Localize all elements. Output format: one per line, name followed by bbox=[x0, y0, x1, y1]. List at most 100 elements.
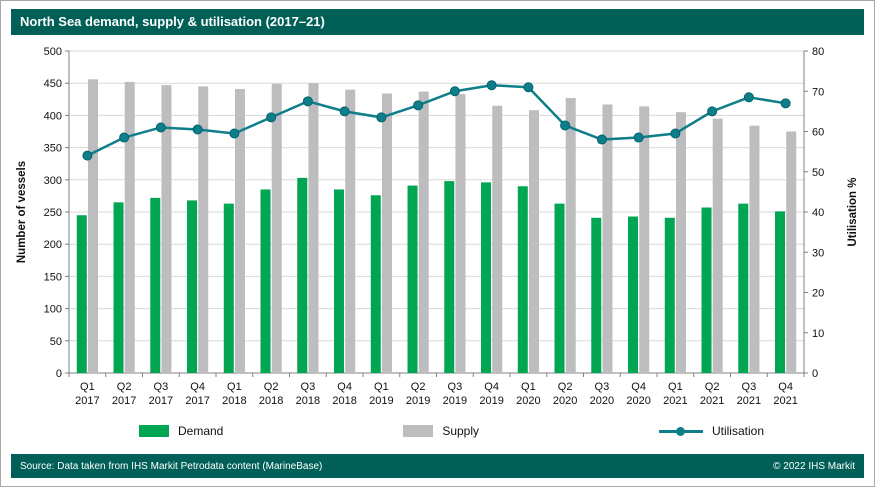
x-axis-label-quarter: Q2 bbox=[558, 381, 573, 393]
demand-bar bbox=[260, 189, 271, 373]
left-axis-title: Number of vessels bbox=[16, 161, 28, 263]
utilisation-marker bbox=[339, 106, 350, 117]
right-axis-title: Utilisation % bbox=[847, 177, 859, 246]
demand-bar bbox=[664, 217, 675, 373]
demand-bar bbox=[297, 177, 308, 373]
demand-bar bbox=[113, 202, 124, 373]
utilisation-marker bbox=[596, 134, 607, 145]
x-axis-label-year: 2018 bbox=[332, 395, 356, 407]
demand-bar bbox=[628, 216, 639, 373]
demand-bar bbox=[444, 181, 455, 373]
x-axis-label-quarter: Q3 bbox=[742, 381, 757, 393]
supply-bar bbox=[271, 83, 282, 374]
legend-label-utilisation: Utilisation bbox=[711, 424, 764, 438]
supply-bar bbox=[492, 105, 503, 374]
legend-item-demand: Demand bbox=[139, 424, 223, 438]
right-axis-tick-label: 0 bbox=[812, 368, 818, 380]
x-axis-label-quarter: Q3 bbox=[301, 381, 316, 393]
source-note: Source: Data taken from IHS Markit Petro… bbox=[20, 460, 323, 472]
footer-bar: Source: Data taken from IHS Markit Petro… bbox=[11, 454, 864, 478]
supply-bar bbox=[602, 104, 613, 373]
x-axis-label-quarter: Q2 bbox=[264, 381, 279, 393]
utilisation-marker bbox=[560, 120, 571, 131]
supply-bar bbox=[198, 86, 209, 374]
x-axis-label-year: 2021 bbox=[773, 395, 797, 407]
x-axis-label-year: 2021 bbox=[663, 395, 687, 407]
utilisation-marker bbox=[82, 150, 93, 161]
utilisation-marker bbox=[670, 128, 681, 139]
supply-bar bbox=[749, 125, 760, 373]
x-axis-label-quarter: Q2 bbox=[411, 381, 426, 393]
left-axis-tick-label: 200 bbox=[44, 239, 62, 251]
left-axis-tick-label: 100 bbox=[44, 304, 62, 316]
supply-bar bbox=[786, 131, 797, 373]
demand-bar bbox=[591, 217, 602, 373]
left-axis-tick-label: 150 bbox=[44, 271, 62, 283]
right-axis-tick-label: 30 bbox=[812, 247, 824, 259]
x-axis-label-year: 2021 bbox=[700, 395, 724, 407]
x-axis-label-year: 2020 bbox=[516, 395, 540, 407]
demand-bar bbox=[517, 186, 528, 373]
demand-bar bbox=[407, 185, 418, 373]
utilisation-marker bbox=[633, 132, 644, 143]
x-axis-label-year: 2018 bbox=[222, 395, 246, 407]
right-axis-tick-label: 60 bbox=[812, 127, 824, 139]
demand-bar bbox=[370, 195, 381, 373]
left-axis-tick-label: 0 bbox=[56, 368, 62, 380]
utilisation-marker bbox=[302, 96, 313, 107]
utilisation-marker bbox=[229, 128, 240, 139]
x-axis-label-year: 2019 bbox=[369, 395, 393, 407]
legend-item-supply: Supply bbox=[403, 424, 479, 438]
utilisation-marker bbox=[780, 98, 791, 109]
x-axis-label-quarter: Q3 bbox=[448, 381, 463, 393]
legend-item-utilisation: Utilisation bbox=[658, 424, 764, 438]
supply-bar bbox=[418, 91, 429, 374]
x-axis-label-year: 2019 bbox=[479, 395, 503, 407]
legend-label-demand: Demand bbox=[178, 424, 224, 438]
left-axis-tick-label: 300 bbox=[44, 175, 62, 187]
x-axis-label-quarter: Q1 bbox=[374, 381, 389, 393]
demand-bar bbox=[76, 215, 87, 373]
demand-swatch-icon bbox=[139, 425, 169, 437]
x-axis-label-quarter: Q2 bbox=[705, 381, 720, 393]
x-axis-label-quarter: Q3 bbox=[154, 381, 169, 393]
utilisation-marker bbox=[523, 82, 534, 93]
left-axis-tick-label: 50 bbox=[50, 336, 62, 348]
utilisation-marker bbox=[743, 92, 754, 103]
x-axis-label-quarter: Q1 bbox=[227, 381, 242, 393]
demand-bar bbox=[738, 203, 749, 373]
chart-area: 0 50 100 150 200 250 300 350 400 450 500 0 10 20 30 40 5… bbox=[11, 41, 864, 416]
supply-bar bbox=[455, 94, 466, 373]
supply-bar bbox=[308, 83, 319, 373]
demand-bar bbox=[150, 197, 161, 373]
x-axis-label-quarter: Q1 bbox=[668, 381, 683, 393]
x-axis-label-year: 2017 bbox=[112, 395, 136, 407]
supply-bar bbox=[565, 98, 576, 374]
supply-bar bbox=[639, 106, 650, 373]
x-axis-label-year: 2021 bbox=[737, 395, 761, 407]
left-axis-tick-label: 450 bbox=[44, 78, 62, 90]
demand-bar bbox=[701, 207, 712, 373]
page-title: North Sea demand, supply & utilisation (… bbox=[20, 14, 325, 29]
right-axis-tick-label: 70 bbox=[812, 86, 824, 98]
demand-bar bbox=[187, 200, 198, 373]
left-axis-tick-label: 250 bbox=[44, 207, 62, 219]
x-axis-label-quarter: Q1 bbox=[521, 381, 536, 393]
supply-bar bbox=[345, 89, 356, 373]
legend-label-supply: Supply bbox=[442, 424, 480, 438]
x-axis-label-year: 2018 bbox=[296, 395, 320, 407]
x-axis-label-year: 2019 bbox=[406, 395, 430, 407]
utilisation-marker bbox=[192, 124, 203, 135]
x-axis-label-quarter: Q3 bbox=[595, 381, 610, 393]
utilisation-marker bbox=[707, 106, 718, 117]
utilisation-marker bbox=[376, 112, 387, 123]
x-axis-label-year: 2020 bbox=[553, 395, 577, 407]
supply-bar bbox=[675, 112, 686, 374]
supply-bar bbox=[528, 110, 539, 374]
right-axis-tick-label: 10 bbox=[812, 328, 824, 340]
x-axis-label-quarter: Q4 bbox=[190, 381, 205, 393]
right-axis-tick-label: 40 bbox=[812, 207, 824, 219]
demand-bar bbox=[554, 203, 565, 373]
x-axis-label-quarter: Q4 bbox=[778, 381, 793, 393]
